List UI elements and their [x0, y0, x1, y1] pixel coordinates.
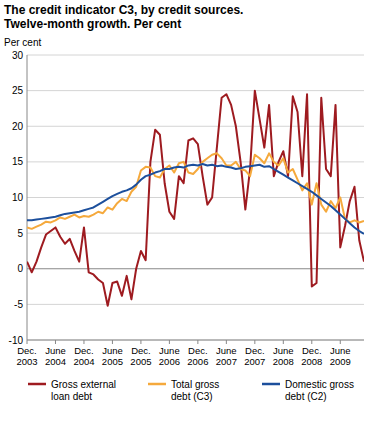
x-tick: [169, 340, 170, 344]
x-tick-label: Dec.2006: [187, 345, 208, 367]
y-tick-label: 15: [12, 156, 24, 167]
series-line: [27, 91, 364, 306]
y-tick-label: 20: [12, 121, 24, 132]
x-tick-label: June2008: [273, 345, 294, 367]
x-tick-label: June2004: [45, 345, 66, 367]
grid-line: [27, 126, 364, 127]
legend-label: Gross externalloan debt: [51, 379, 116, 402]
legend-label: Total grossdebt (C3): [171, 379, 219, 402]
y-tick-label: -10: [9, 335, 24, 346]
x-tick-label: Dec.2008: [301, 345, 322, 367]
grid-line: [27, 161, 364, 162]
y-tick-label: 5: [17, 228, 23, 239]
x-tick: [311, 340, 312, 344]
legend-swatch: [148, 383, 166, 386]
x-tick: [226, 340, 227, 344]
x-tick: [197, 340, 198, 344]
x-tick-label: June2006: [159, 345, 180, 367]
series-line: [27, 164, 364, 234]
x-tick: [27, 340, 28, 344]
x-tick-label: June2007: [216, 345, 237, 367]
x-tick-label: Dec.2005: [130, 345, 151, 367]
title: The credit indicator C3, by credit sourc…: [4, 3, 243, 31]
grid-line: [27, 340, 364, 341]
grid-line: [27, 90, 364, 91]
x-axis: [27, 340, 364, 341]
grid-line: [27, 268, 364, 269]
y-tick-label: 25: [12, 85, 24, 96]
x-tick: [340, 340, 341, 344]
x-tick-label: Dec.2003: [16, 345, 37, 367]
plot-area: [27, 91, 364, 306]
y-tick-label: -5: [14, 299, 23, 310]
legend-swatch: [262, 383, 280, 386]
x-tick: [283, 340, 284, 344]
x-tick: [83, 340, 84, 344]
x-tick: [112, 340, 113, 344]
x-tick: [140, 340, 141, 344]
legend-swatch: [28, 383, 46, 386]
grid-line: [27, 55, 364, 56]
y-tick-label: 10: [12, 192, 24, 203]
x-tick: [254, 340, 255, 344]
x-tick-label: Dec.2004: [73, 345, 94, 367]
y-tick-label: 0: [17, 263, 23, 274]
legend-label: Domestic grossdebt (C2): [285, 379, 354, 402]
y-label: Per cent: [4, 37, 41, 48]
x-tick-label: June2005: [102, 345, 123, 367]
grid-line: [27, 233, 364, 234]
x-tick-label: June2009: [330, 345, 351, 367]
y-axis: [27, 55, 28, 340]
x-tick: [55, 340, 56, 344]
x-tick-label: Dec.2007: [244, 345, 265, 367]
y-tick-label: 30: [12, 50, 24, 61]
chart: The credit indicator C3, by credit sourc…: [0, 0, 371, 435]
grid-line: [27, 304, 364, 305]
